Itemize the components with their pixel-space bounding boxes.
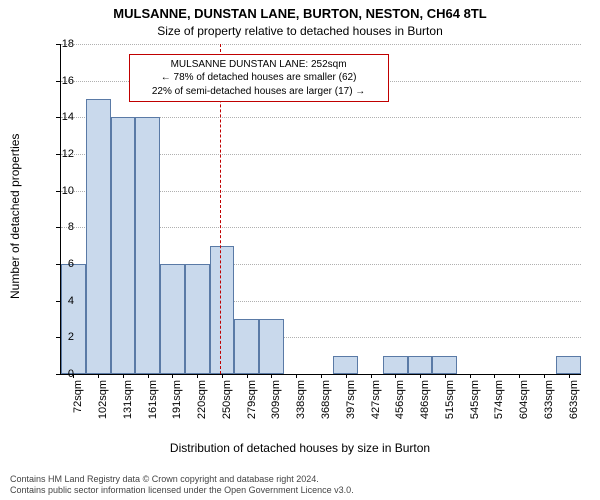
y-tick-mark bbox=[56, 191, 60, 192]
y-tick-mark bbox=[56, 117, 60, 118]
x-tick-label: 397sqm bbox=[345, 380, 357, 430]
x-tick-mark bbox=[98, 374, 99, 378]
x-tick-label: 191sqm bbox=[171, 380, 183, 430]
y-tick-mark bbox=[56, 44, 60, 45]
y-tick-mark bbox=[56, 264, 60, 265]
y-tick-mark bbox=[56, 301, 60, 302]
x-tick-mark bbox=[123, 374, 124, 378]
histogram-bar bbox=[86, 99, 111, 374]
histogram-bar bbox=[556, 356, 581, 374]
x-tick-mark bbox=[395, 374, 396, 378]
histogram-bar bbox=[383, 356, 408, 374]
x-tick-label: 279sqm bbox=[246, 380, 258, 430]
annotation-line: MULSANNE DUNSTAN LANE: 252sqm bbox=[136, 58, 382, 72]
chart-title-line1: MULSANNE, DUNSTAN LANE, BURTON, NESTON, … bbox=[0, 6, 600, 21]
x-tick-mark bbox=[197, 374, 198, 378]
x-tick-label: 486sqm bbox=[419, 380, 431, 430]
x-tick-mark bbox=[296, 374, 297, 378]
x-tick-label: 250sqm bbox=[221, 380, 233, 430]
x-tick-label: 309sqm bbox=[270, 380, 282, 430]
x-tick-mark bbox=[346, 374, 347, 378]
y-tick-mark bbox=[56, 227, 60, 228]
x-axis-label: Distribution of detached houses by size … bbox=[0, 441, 600, 455]
y-tick-mark bbox=[56, 337, 60, 338]
x-tick-label: 102sqm bbox=[97, 380, 109, 430]
x-tick-mark bbox=[470, 374, 471, 378]
x-tick-mark bbox=[321, 374, 322, 378]
x-tick-mark bbox=[544, 374, 545, 378]
y-tick-mark bbox=[56, 81, 60, 82]
histogram-bar bbox=[111, 117, 136, 374]
annotation-line: ← 78% of detached houses are smaller (62… bbox=[136, 71, 382, 85]
x-tick-mark bbox=[494, 374, 495, 378]
x-tick-label: 545sqm bbox=[469, 380, 481, 430]
x-tick-mark bbox=[569, 374, 570, 378]
x-tick-mark bbox=[148, 374, 149, 378]
x-tick-label: 633sqm bbox=[543, 380, 555, 430]
x-tick-label: 338sqm bbox=[295, 380, 307, 430]
histogram-bar bbox=[185, 264, 210, 374]
x-tick-mark bbox=[371, 374, 372, 378]
plot-area: MULSANNE DUNSTAN LANE: 252sqm← 78% of de… bbox=[60, 44, 581, 375]
x-tick-mark bbox=[247, 374, 248, 378]
x-tick-label: 604sqm bbox=[518, 380, 530, 430]
histogram-bar bbox=[135, 117, 160, 374]
histogram-bar bbox=[408, 356, 433, 374]
x-tick-label: 456sqm bbox=[394, 380, 406, 430]
x-tick-label: 427sqm bbox=[370, 380, 382, 430]
histogram-bar bbox=[432, 356, 457, 374]
x-tick-label: 368sqm bbox=[320, 380, 332, 430]
x-tick-label: 515sqm bbox=[444, 380, 456, 430]
annotation-line: 22% of semi-detached houses are larger (… bbox=[136, 85, 382, 99]
y-tick-mark bbox=[56, 154, 60, 155]
histogram-bar bbox=[259, 319, 284, 374]
histogram-bar bbox=[333, 356, 358, 374]
gridline bbox=[61, 44, 581, 45]
x-tick-mark bbox=[519, 374, 520, 378]
footer-line-1: Contains HM Land Registry data © Crown c… bbox=[10, 474, 590, 485]
x-tick-mark bbox=[172, 374, 173, 378]
y-tick-mark bbox=[56, 374, 60, 375]
x-tick-mark bbox=[222, 374, 223, 378]
chart-title-line2: Size of property relative to detached ho… bbox=[0, 24, 600, 38]
x-tick-mark bbox=[420, 374, 421, 378]
x-tick-mark bbox=[445, 374, 446, 378]
x-tick-label: 220sqm bbox=[196, 380, 208, 430]
histogram-bar bbox=[61, 264, 86, 374]
x-tick-label: 574sqm bbox=[493, 380, 505, 430]
footer-line-2: Contains public sector information licen… bbox=[10, 485, 590, 496]
histogram-bar bbox=[210, 246, 235, 374]
x-tick-mark bbox=[271, 374, 272, 378]
x-tick-label: 663sqm bbox=[568, 380, 580, 430]
y-axis-label: Number of detached properties bbox=[8, 134, 22, 299]
histogram-bar bbox=[234, 319, 259, 374]
x-tick-label: 161sqm bbox=[147, 380, 159, 430]
x-tick-label: 131sqm bbox=[122, 380, 134, 430]
x-tick-label: 72sqm bbox=[72, 380, 84, 430]
histogram-bar bbox=[160, 264, 185, 374]
footer-attribution: Contains HM Land Registry data © Crown c… bbox=[10, 474, 590, 497]
annotation-box: MULSANNE DUNSTAN LANE: 252sqm← 78% of de… bbox=[129, 54, 389, 103]
